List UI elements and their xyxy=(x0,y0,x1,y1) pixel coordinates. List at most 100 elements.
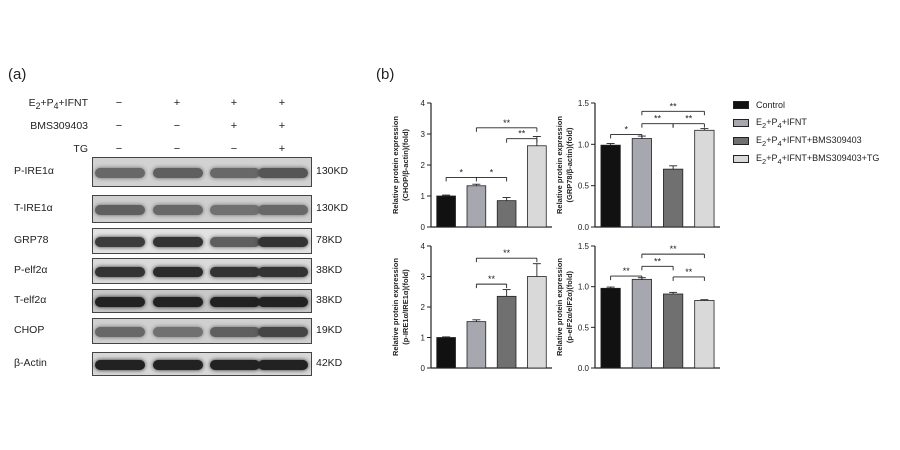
molecular-weight-label: 130KD xyxy=(316,165,349,177)
molecular-weight-label: 42KD xyxy=(316,357,343,369)
y-axis-label: Relative protein expression xyxy=(391,258,400,356)
bar xyxy=(600,287,621,369)
blot-band xyxy=(210,237,260,247)
blot-band xyxy=(210,205,260,215)
y-axis-label: (GRP78/β-actin)(fold) xyxy=(565,127,574,202)
protein-label: T-IRE1α xyxy=(14,202,53,214)
condition-label: BMS309403 xyxy=(30,120,88,132)
significance-label: ** xyxy=(503,248,511,258)
significance-label: ** xyxy=(654,114,662,124)
legend-label: E2+P4+IFNT+BMS309403 xyxy=(756,134,862,148)
bar xyxy=(631,278,652,369)
legend-item: E2+P4+IFNT xyxy=(733,116,879,130)
blot-strip xyxy=(92,352,312,376)
significance-label: ** xyxy=(654,256,662,266)
y-tick-label: 0.5 xyxy=(578,182,590,191)
protein-label: P-IRE1α xyxy=(14,165,54,177)
y-tick-label: 0 xyxy=(421,223,426,232)
y-tick-label: 4 xyxy=(421,99,426,108)
y-tick-label: 0.0 xyxy=(578,364,590,373)
bar xyxy=(663,168,684,228)
bar xyxy=(496,200,517,228)
panel-b-label: (b) xyxy=(376,66,395,83)
bar xyxy=(436,337,456,369)
condition-sign: + xyxy=(230,97,238,109)
blot-band xyxy=(153,205,203,215)
y-tick-label: 1.0 xyxy=(578,283,590,292)
molecular-weight-label: 38KD xyxy=(316,294,343,306)
condition-sign: − xyxy=(173,120,181,132)
blot-strip xyxy=(92,258,312,284)
bar xyxy=(436,195,456,228)
blot-band xyxy=(258,360,308,370)
legend-swatch xyxy=(733,119,749,127)
panel-a-label: (a) xyxy=(8,66,27,83)
y-tick-label: 1.5 xyxy=(578,99,590,108)
significance-label: ** xyxy=(488,274,496,284)
blot-band xyxy=(153,168,203,178)
blot-band xyxy=(95,360,145,370)
blot-strip xyxy=(92,157,312,187)
blot-band xyxy=(210,360,260,370)
molecular-weight-label: 38KD xyxy=(316,264,343,276)
legend-item: E2+P4+IFNT+BMS309403+TG xyxy=(733,152,879,166)
legend-item: E2+P4+IFNT+BMS309403 xyxy=(733,134,879,148)
blot-strip xyxy=(92,318,312,344)
bar xyxy=(466,321,487,369)
legend-item: Control xyxy=(733,98,879,112)
molecular-weight-label: 19KD xyxy=(316,324,343,336)
blot-band xyxy=(258,168,308,178)
y-axis-label: (p-IRE1α/IRE1α)(fold) xyxy=(401,269,410,345)
significance-label: ** xyxy=(685,267,693,277)
bar xyxy=(694,129,715,228)
blot-band xyxy=(210,297,260,307)
blot-band xyxy=(153,267,203,277)
blot-strip xyxy=(92,228,312,254)
molecular-weight-label: 130KD xyxy=(316,202,349,214)
blot-band xyxy=(153,237,203,247)
legend-label: E2+P4+IFNT xyxy=(756,116,807,130)
blot-band xyxy=(153,327,203,337)
legend-label: Control xyxy=(756,100,786,110)
y-tick-label: 2 xyxy=(421,161,426,170)
bar xyxy=(496,295,517,369)
y-axis-label: Relative protein expression xyxy=(391,116,400,214)
significance-label: ** xyxy=(685,114,693,124)
legend-swatch xyxy=(733,137,749,145)
blot-band xyxy=(153,297,203,307)
significance-label: * xyxy=(459,167,463,177)
blot-band xyxy=(258,237,308,247)
y-tick-label: 0.0 xyxy=(578,223,590,232)
blot-band xyxy=(95,297,145,307)
blot-band xyxy=(258,205,308,215)
blot-strip xyxy=(92,195,312,223)
bar xyxy=(527,276,547,369)
significance-label: * xyxy=(624,124,628,134)
bar xyxy=(527,145,547,228)
blot-band xyxy=(95,205,145,215)
significance-label: * xyxy=(490,167,494,177)
y-axis-label: Relative protein expression xyxy=(555,258,564,356)
significance-label: ** xyxy=(503,118,511,128)
significance-label: ** xyxy=(623,266,631,276)
legend-label: E2+P4+IFNT+BMS309403+TG xyxy=(756,152,880,166)
blot-band xyxy=(95,237,145,247)
protein-label: P-elf2α xyxy=(14,264,48,276)
condition-label: TG xyxy=(73,143,88,155)
y-tick-label: 4 xyxy=(421,242,426,251)
bar xyxy=(466,185,487,228)
protein-label: CHOP xyxy=(14,324,45,336)
protein-label: T-elf2α xyxy=(14,294,47,306)
condition-sign: − xyxy=(115,143,123,155)
significance-label: ** xyxy=(670,244,678,254)
bar xyxy=(631,138,652,228)
legend-swatch xyxy=(733,155,749,163)
bar xyxy=(694,300,715,369)
y-axis-label: (p-elF2α/elF2α)(fold) xyxy=(565,270,574,343)
blot-band xyxy=(95,327,145,337)
molecular-weight-label: 78KD xyxy=(316,234,343,246)
bar xyxy=(600,144,621,228)
condition-sign: + xyxy=(173,97,181,109)
blot-band xyxy=(153,360,203,370)
